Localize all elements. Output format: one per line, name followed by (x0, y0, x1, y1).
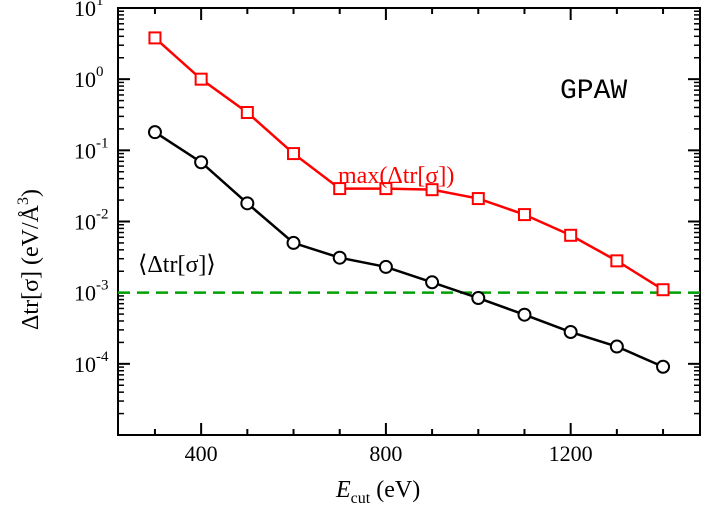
y-tick-base: 10 (74, 210, 96, 235)
data-point-max (333, 182, 347, 196)
data-point-mean (656, 359, 671, 374)
y-tick-exponent: 0 (96, 64, 104, 80)
data-point-max (425, 183, 439, 197)
y-tick-label: 100 (74, 64, 104, 92)
data-point-mean (378, 259, 393, 274)
data-point-mean (563, 325, 578, 340)
data-point-mean (286, 235, 301, 250)
data-point-mean (332, 250, 347, 265)
y-tick-exponent: -2 (96, 207, 109, 223)
y-tick-exponent: -3 (96, 278, 109, 294)
data-point-mean (194, 155, 209, 170)
y-tick-base: 10 (74, 0, 96, 21)
y-axis-label: Δtr[σ] (eV/Å3) (15, 189, 44, 330)
series-line-max (154, 36, 664, 291)
y-tick-base: 10 (74, 138, 96, 163)
y-tick-exponent: -4 (96, 349, 109, 365)
y-tick-exponent: 1 (96, 0, 104, 9)
y-tick-label: 10-4 (74, 349, 109, 377)
data-point-mean (147, 125, 162, 140)
x-tick-label: 1200 (549, 441, 593, 466)
plot-frame (117, 7, 701, 436)
y-tick-label: 101 (74, 0, 104, 21)
series-line-mean (154, 131, 664, 368)
data-point-mean (240, 196, 255, 211)
y-tick-exponent: -1 (96, 135, 109, 151)
y-tick-base: 10 (74, 67, 96, 92)
gpaw-label: GPAW (560, 76, 627, 107)
data-point-mean (471, 291, 486, 306)
data-point-max (240, 106, 254, 120)
data-point-mean (425, 275, 440, 290)
data-point-max (610, 254, 624, 268)
x-tick-label: 400 (185, 441, 218, 466)
data-point-max (148, 31, 162, 45)
data-point-max (287, 147, 301, 161)
data-point-mean (609, 339, 624, 354)
series-label-mean: ⟨Δtr[σ]⟩ (138, 252, 216, 278)
y-tick-label: 10-3 (74, 278, 109, 306)
x-axis-label: Ecut (eV) (335, 477, 420, 507)
y-tick-label: 10-2 (74, 207, 109, 235)
data-point-max (656, 283, 670, 297)
data-point-max (564, 228, 578, 242)
data-point-mean (517, 307, 532, 322)
y-tick-base: 10 (74, 281, 96, 306)
data-point-max (471, 192, 485, 206)
data-point-max (379, 182, 393, 196)
y-tick-label: 10-1 (74, 135, 109, 163)
data-point-max (517, 208, 531, 222)
y-tick-base: 10 (74, 352, 96, 377)
x-tick-label: 800 (369, 441, 402, 466)
data-point-max (194, 72, 208, 86)
series-label-max: max(Δtr[σ]) (338, 163, 454, 189)
